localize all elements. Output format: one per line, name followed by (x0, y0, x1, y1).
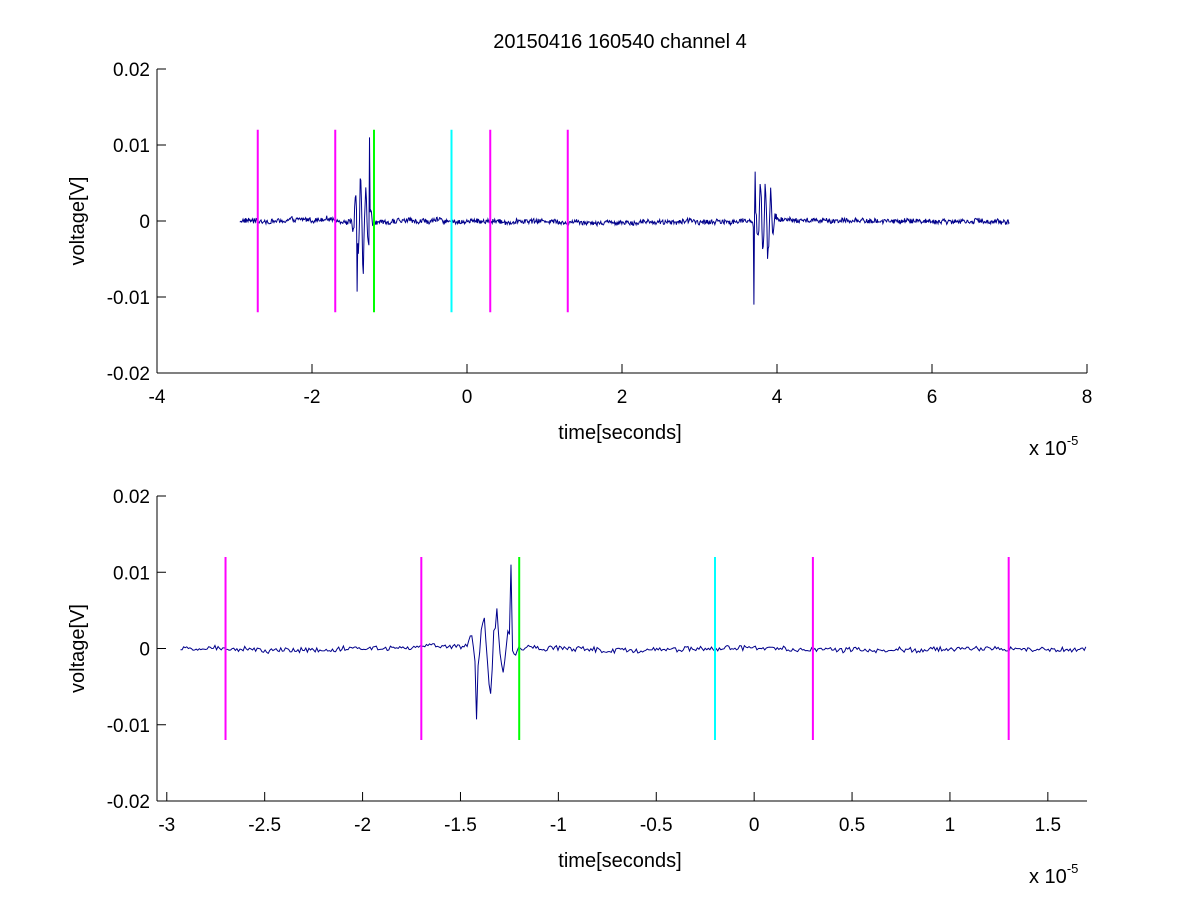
x-tick-label: 1 (945, 815, 956, 836)
x-tick-label: 0 (749, 815, 760, 836)
y-tick-label: -0.01 (107, 288, 150, 309)
x-tick-label: -1 (550, 815, 567, 836)
x-tick-label: 0 (462, 387, 473, 408)
y-axis-label: voltage[V] (67, 177, 89, 266)
x-axis-label: time[seconds] (558, 422, 681, 444)
x-multiplier-exponent: -5 (1067, 433, 1079, 448)
y-tick-label: -0.02 (107, 792, 150, 813)
y-tick-label: -0.02 (107, 364, 150, 385)
y-tick-label: 0.01 (113, 563, 150, 584)
y-tick-label: 0.02 (113, 487, 150, 508)
x-tick-label: 8 (1082, 387, 1093, 408)
bottom-panel: -3 -2.5 -2 -1.5 -1 -0.5 0 0.5 1 1.5 -0.02 -0.01 0 0.0… (67, 487, 1087, 888)
x-tick-label: 4 (772, 387, 783, 408)
signal-trace (239, 137, 1010, 305)
y-tick-label: 0.02 (113, 60, 150, 81)
x-tick-label: 0.5 (839, 815, 865, 836)
x-tick-label: 6 (927, 387, 938, 408)
y-axis-label: voltage[V] (67, 604, 89, 693)
x-tick-label: -1.5 (444, 815, 477, 836)
x-multiplier-exponent: -5 (1067, 861, 1079, 876)
y-tick-label: 0 (139, 640, 150, 661)
y-tick-label: -0.01 (107, 716, 150, 737)
x-tick-label: 2 (617, 387, 628, 408)
x-multiplier-label: x 10-5 (1029, 861, 1078, 888)
figure-title: 20150416 160540 channel 4 (493, 31, 747, 53)
x-multiplier-base: x 10 (1029, 866, 1067, 888)
x-tick-label: -2.5 (248, 815, 281, 836)
x-tick-label: 1.5 (1035, 815, 1061, 836)
signal-trace (180, 564, 1087, 720)
x-multiplier-label: x 10-5 (1029, 433, 1078, 460)
top-panel: -4 -2 0 2 4 6 8 -0.02 -0.01 0 0.01 0.02 time[seconds… (67, 60, 1092, 460)
x-axis-label: time[seconds] (558, 850, 681, 872)
x-tick-label: -2 (304, 387, 321, 408)
x-tick-label: -0.5 (640, 815, 673, 836)
y-tick-label: 0 (139, 212, 150, 233)
x-multiplier-base: x 10 (1029, 438, 1067, 460)
y-tick-label: 0.01 (113, 136, 150, 157)
x-tick-label: -2 (354, 815, 371, 836)
x-tick-label: -3 (158, 815, 175, 836)
x-tick-label: -4 (149, 387, 166, 408)
